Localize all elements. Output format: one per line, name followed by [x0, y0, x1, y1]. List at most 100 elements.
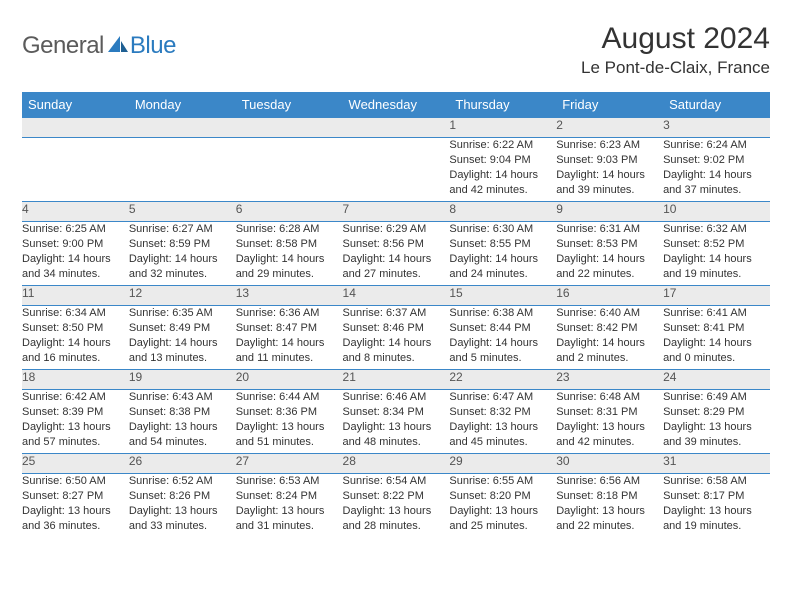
sunrise-text: Sunrise: 6:58 AM	[663, 474, 770, 489]
day-details-cell: Sunrise: 6:42 AMSunset: 8:39 PMDaylight:…	[22, 390, 129, 454]
daylight-text: Daylight: 13 hours and 51 minutes.	[236, 420, 343, 450]
day-details-cell: Sunrise: 6:46 AMSunset: 8:34 PMDaylight:…	[343, 390, 450, 454]
daylight-text: Daylight: 14 hours and 42 minutes.	[449, 168, 556, 198]
day-number-cell: 30	[556, 454, 663, 474]
sunrise-text: Sunrise: 6:52 AM	[129, 474, 236, 489]
daylight-text: Daylight: 14 hours and 27 minutes.	[343, 252, 450, 282]
day-number-cell: 4	[22, 202, 129, 222]
day-number-cell: 25	[22, 454, 129, 474]
day-number-row: 25262728293031	[22, 454, 770, 474]
day-number-cell: 27	[236, 454, 343, 474]
day-number-cell: 19	[129, 370, 236, 390]
title-block: August 2024 Le Pont-de-Claix, France	[581, 22, 770, 78]
day-number: 19	[129, 370, 142, 384]
day-details-cell: Sunrise: 6:30 AMSunset: 8:55 PMDaylight:…	[449, 222, 556, 286]
weekday-header: Monday	[129, 92, 236, 118]
sunrise-text: Sunrise: 6:28 AM	[236, 222, 343, 237]
day-number-cell	[129, 118, 236, 138]
sunset-text: Sunset: 8:39 PM	[22, 405, 129, 420]
day-number: 18	[22, 370, 35, 384]
daylight-text: Daylight: 14 hours and 13 minutes.	[129, 336, 236, 366]
sunrise-text: Sunrise: 6:22 AM	[449, 138, 556, 153]
day-number: 20	[236, 370, 249, 384]
month-title: August 2024	[581, 22, 770, 56]
day-details-cell: Sunrise: 6:48 AMSunset: 8:31 PMDaylight:…	[556, 390, 663, 454]
day-number: 30	[556, 454, 569, 468]
day-details-cell	[129, 138, 236, 202]
sunrise-text: Sunrise: 6:47 AM	[449, 390, 556, 405]
logo: General Blue	[22, 22, 176, 60]
sunrise-text: Sunrise: 6:27 AM	[129, 222, 236, 237]
daylight-text: Daylight: 13 hours and 54 minutes.	[129, 420, 236, 450]
weekday-header: Thursday	[449, 92, 556, 118]
day-details-row: Sunrise: 6:25 AMSunset: 9:00 PMDaylight:…	[22, 222, 770, 286]
sunset-text: Sunset: 8:17 PM	[663, 489, 770, 504]
day-number: 4	[22, 202, 29, 216]
day-number: 3	[663, 118, 670, 132]
sunset-text: Sunset: 8:50 PM	[22, 321, 129, 336]
daylight-text: Daylight: 14 hours and 22 minutes.	[556, 252, 663, 282]
sunrise-text: Sunrise: 6:40 AM	[556, 306, 663, 321]
weekday-header: Sunday	[22, 92, 129, 118]
sunrise-text: Sunrise: 6:53 AM	[236, 474, 343, 489]
day-number-cell: 17	[663, 286, 770, 306]
day-number-cell: 8	[449, 202, 556, 222]
day-number-cell: 31	[663, 454, 770, 474]
daylight-text: Daylight: 14 hours and 34 minutes.	[22, 252, 129, 282]
day-number: 24	[663, 370, 676, 384]
day-number: 21	[343, 370, 356, 384]
logo-triangle-icon	[108, 36, 128, 52]
sunrise-text: Sunrise: 6:43 AM	[129, 390, 236, 405]
day-number-cell	[343, 118, 450, 138]
sunset-text: Sunset: 8:58 PM	[236, 237, 343, 252]
sunrise-text: Sunrise: 6:56 AM	[556, 474, 663, 489]
day-details-cell	[236, 138, 343, 202]
day-number: 14	[343, 286, 356, 300]
day-number-cell: 24	[663, 370, 770, 390]
day-details-cell: Sunrise: 6:38 AMSunset: 8:44 PMDaylight:…	[449, 306, 556, 370]
day-number: 17	[663, 286, 676, 300]
daylight-text: Daylight: 14 hours and 2 minutes.	[556, 336, 663, 366]
sunrise-text: Sunrise: 6:29 AM	[343, 222, 450, 237]
day-number-cell: 29	[449, 454, 556, 474]
sunrise-text: Sunrise: 6:34 AM	[22, 306, 129, 321]
sunrise-text: Sunrise: 6:41 AM	[663, 306, 770, 321]
daylight-text: Daylight: 13 hours and 39 minutes.	[663, 420, 770, 450]
daylight-text: Daylight: 13 hours and 57 minutes.	[22, 420, 129, 450]
day-number: 13	[236, 286, 249, 300]
day-number: 2	[556, 118, 563, 132]
day-number-cell: 3	[663, 118, 770, 138]
daylight-text: Daylight: 13 hours and 42 minutes.	[556, 420, 663, 450]
day-details-cell: Sunrise: 6:41 AMSunset: 8:41 PMDaylight:…	[663, 306, 770, 370]
daylight-text: Daylight: 13 hours and 36 minutes.	[22, 504, 129, 534]
day-number: 11	[22, 286, 34, 300]
day-number-cell: 23	[556, 370, 663, 390]
day-details-cell: Sunrise: 6:23 AMSunset: 9:03 PMDaylight:…	[556, 138, 663, 202]
day-details-row: Sunrise: 6:34 AMSunset: 8:50 PMDaylight:…	[22, 306, 770, 370]
day-number: 22	[449, 370, 462, 384]
day-number-row: 45678910	[22, 202, 770, 222]
sunset-text: Sunset: 8:18 PM	[556, 489, 663, 504]
day-number-cell: 18	[22, 370, 129, 390]
day-number-cell: 13	[236, 286, 343, 306]
day-details-cell: Sunrise: 6:29 AMSunset: 8:56 PMDaylight:…	[343, 222, 450, 286]
sunset-text: Sunset: 8:44 PM	[449, 321, 556, 336]
day-number: 16	[556, 286, 569, 300]
sunrise-text: Sunrise: 6:35 AM	[129, 306, 236, 321]
sunrise-text: Sunrise: 6:23 AM	[556, 138, 663, 153]
day-details-cell	[22, 138, 129, 202]
day-details-cell: Sunrise: 6:34 AMSunset: 8:50 PMDaylight:…	[22, 306, 129, 370]
day-details-cell: Sunrise: 6:58 AMSunset: 8:17 PMDaylight:…	[663, 474, 770, 538]
daylight-text: Daylight: 13 hours and 48 minutes.	[343, 420, 450, 450]
logo-text-general: General	[22, 32, 104, 60]
daylight-text: Daylight: 13 hours and 28 minutes.	[343, 504, 450, 534]
daylight-text: Daylight: 14 hours and 39 minutes.	[556, 168, 663, 198]
day-number: 1	[449, 118, 456, 132]
day-details-cell	[343, 138, 450, 202]
day-details-cell: Sunrise: 6:25 AMSunset: 9:00 PMDaylight:…	[22, 222, 129, 286]
day-number: 7	[343, 202, 350, 216]
daylight-text: Daylight: 13 hours and 31 minutes.	[236, 504, 343, 534]
day-details-cell: Sunrise: 6:47 AMSunset: 8:32 PMDaylight:…	[449, 390, 556, 454]
sunrise-text: Sunrise: 6:50 AM	[22, 474, 129, 489]
day-number-cell: 21	[343, 370, 450, 390]
